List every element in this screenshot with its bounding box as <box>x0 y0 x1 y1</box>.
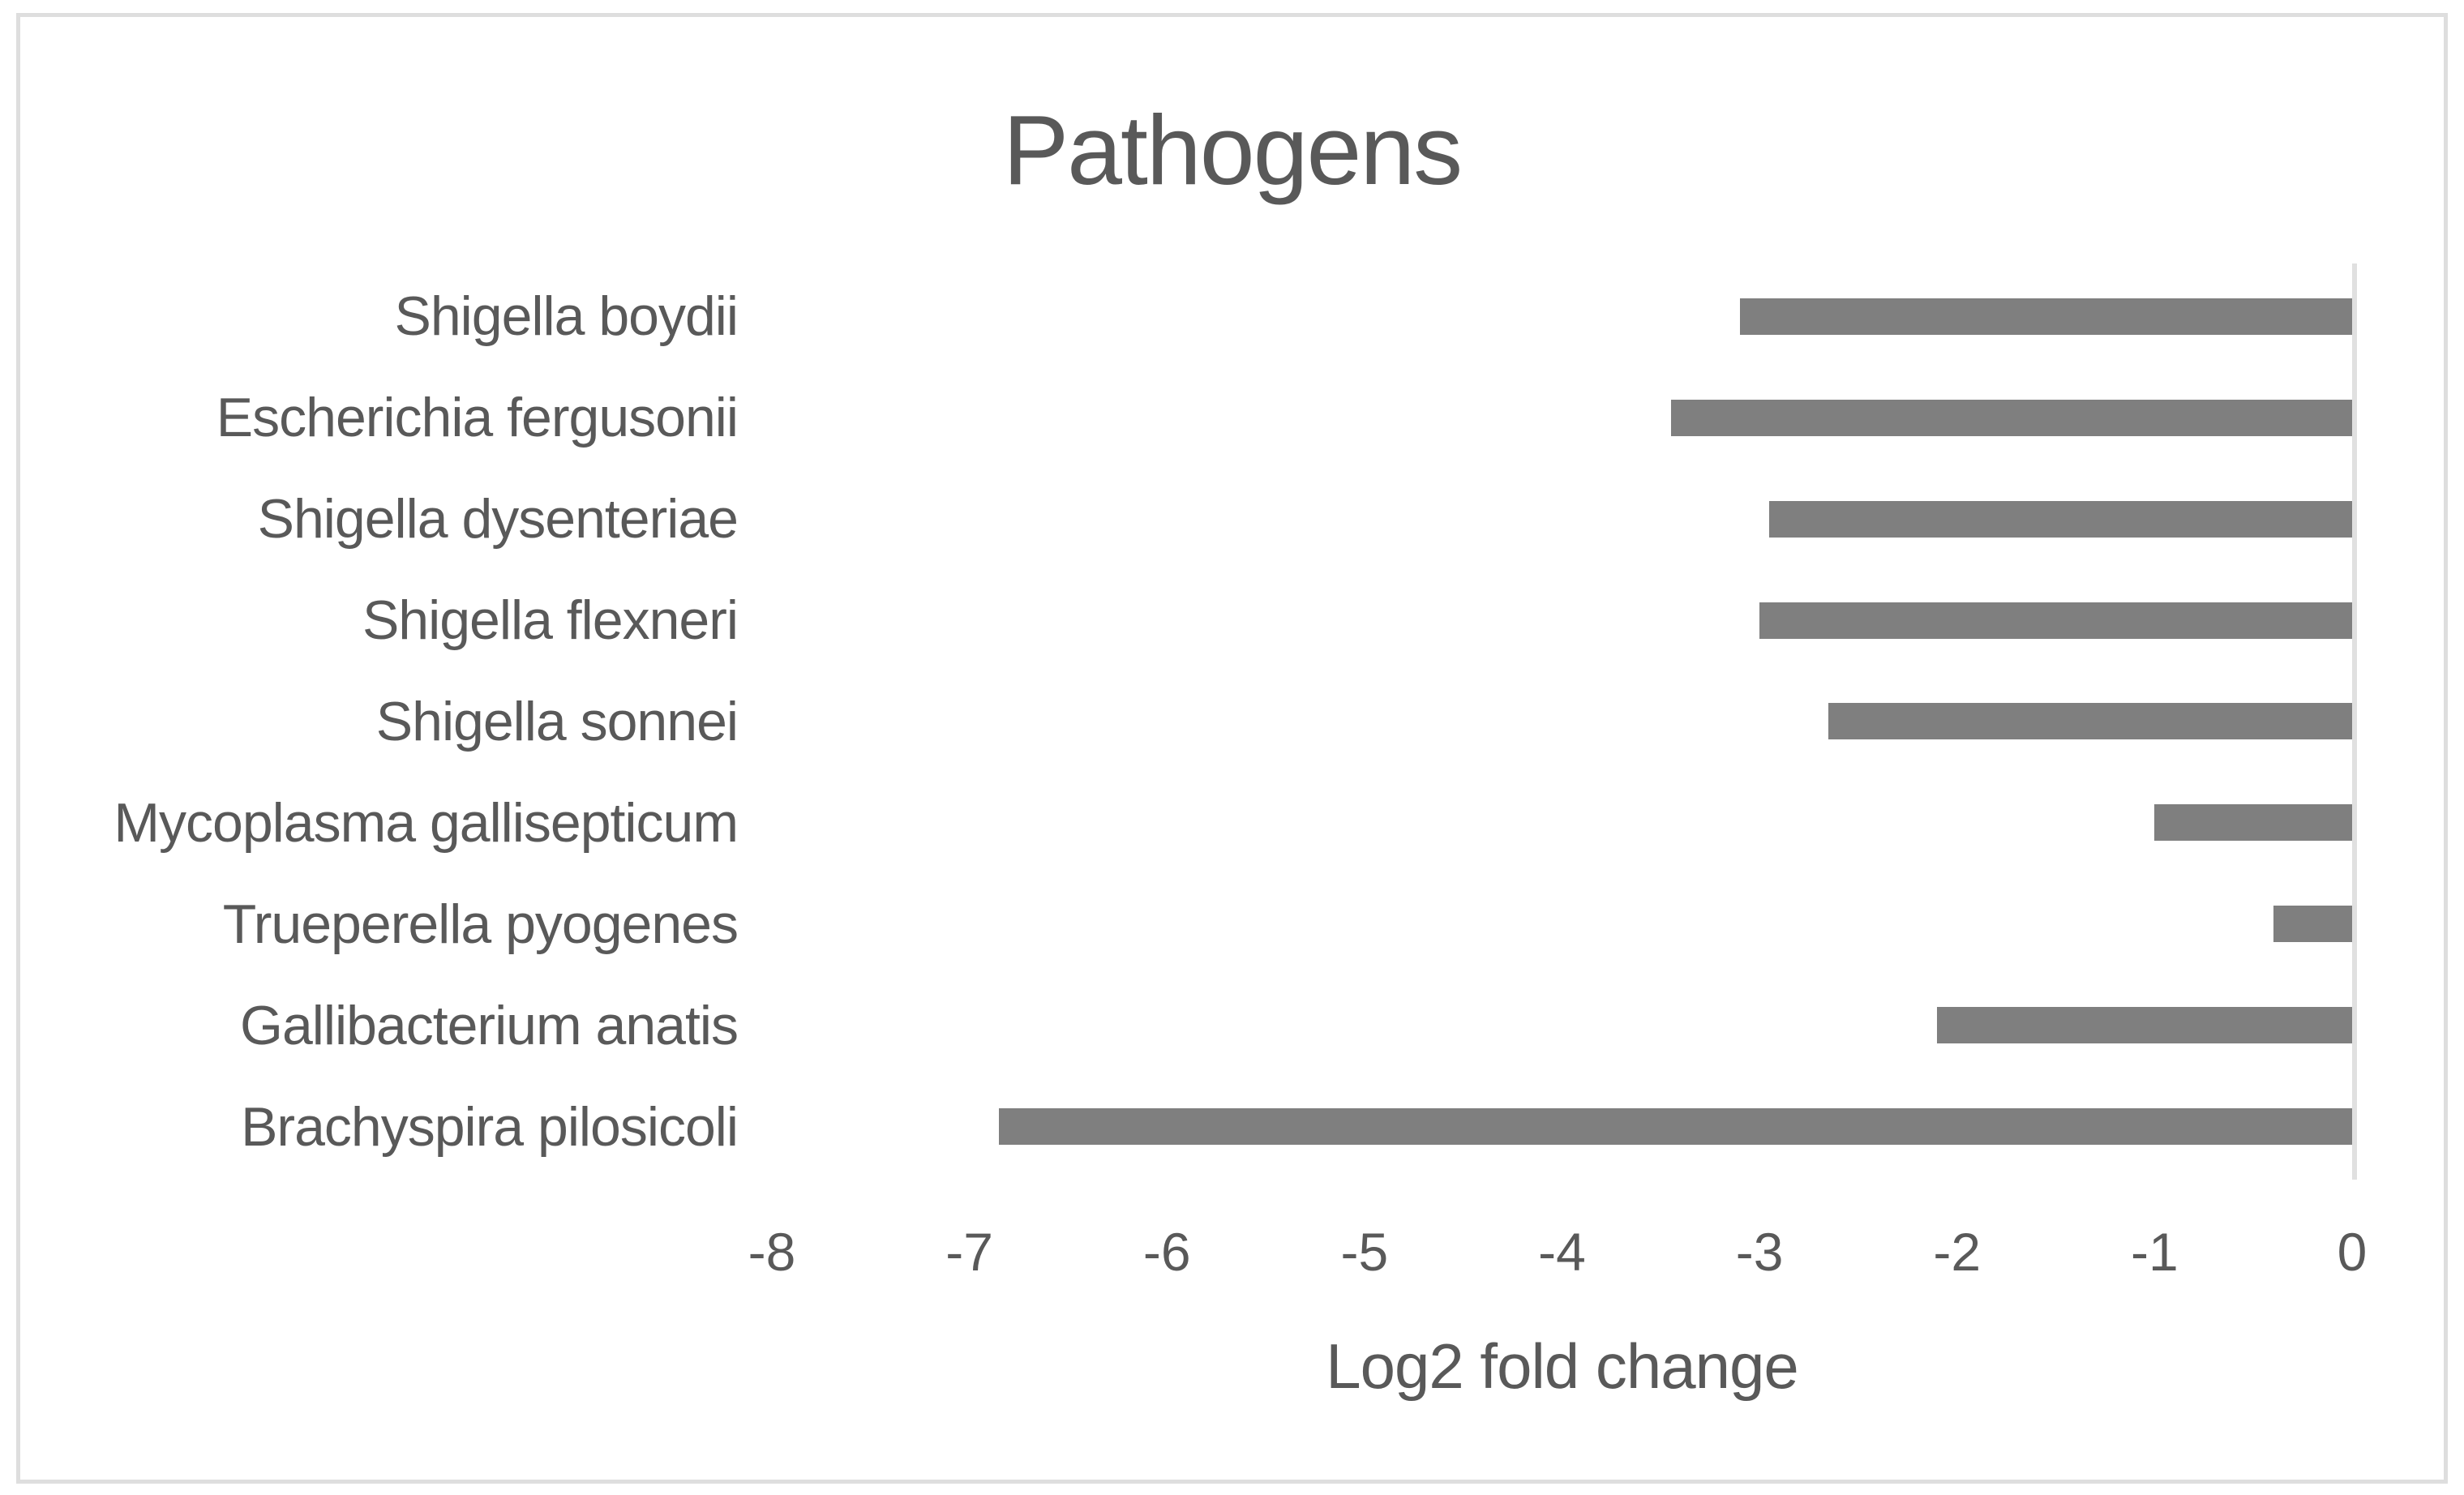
bar-row <box>772 975 2352 1076</box>
x-axis-title: Log2 fold change <box>1326 1330 1799 1402</box>
bar <box>1759 602 2352 639</box>
x-tick-label: 0 <box>2337 1222 2368 1282</box>
bar <box>1937 1007 2352 1044</box>
category-label: Brachyspira pilosicoli <box>241 1095 739 1158</box>
bar <box>1769 500 2352 538</box>
x-axis-tick-labels: -8 -7 -6 -5 -4 -3 -2 -1 0 <box>748 1221 2368 1286</box>
x-tick-label: -8 <box>748 1222 796 1282</box>
plot-area <box>772 263 2357 1180</box>
bar-row <box>772 671 2352 773</box>
category-label: Shigella dysenteriae <box>257 488 739 550</box>
category-label: Shigella flexneri <box>362 589 739 652</box>
category-label: Shigella boydii <box>394 285 739 348</box>
x-tick-label: -7 <box>945 1222 993 1282</box>
chart-border-frame <box>16 13 2448 1484</box>
category-label: Escherichia fergusonii <box>216 387 739 449</box>
category-label: Trueperella pyogenes <box>222 893 739 955</box>
x-tick-label: -6 <box>1142 1222 1191 1282</box>
bar-row <box>772 873 2352 975</box>
x-tick-label: -3 <box>1735 1222 1784 1282</box>
bar-row <box>772 469 2352 570</box>
chart-title: Pathogens <box>1002 95 1463 205</box>
bar <box>1739 298 2352 335</box>
x-tick-label: -4 <box>1538 1222 1586 1282</box>
bar <box>1670 399 2352 436</box>
category-label: Gallibacterium anatis <box>240 994 739 1056</box>
x-tick-label: -1 <box>2131 1222 2179 1282</box>
bar-row <box>772 1076 2352 1177</box>
bar <box>1828 703 2352 740</box>
bar-row <box>772 266 2352 367</box>
bar <box>999 1108 2352 1146</box>
bar-row <box>772 772 2352 873</box>
category-label: Shigella sonnei <box>375 690 739 752</box>
x-tick-label: -5 <box>1340 1222 1389 1282</box>
x-tick-label: -2 <box>1933 1222 1982 1282</box>
zero-axis-line <box>2352 263 2357 1180</box>
category-label: Mycoplasma gallisepticum <box>114 791 739 854</box>
category-axis-labels: Shigella boydii Escherichia fergusonii Shi… <box>24 266 739 1177</box>
bar-row <box>772 367 2352 469</box>
bar-row <box>772 570 2352 671</box>
bar <box>2273 906 2352 943</box>
bar <box>2154 804 2352 842</box>
